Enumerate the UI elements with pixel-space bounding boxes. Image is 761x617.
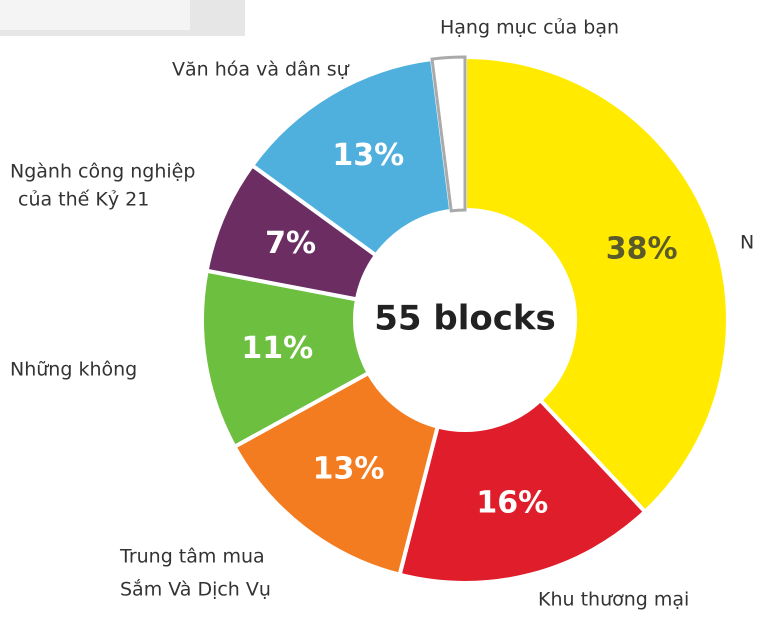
category-label: Sắm Và Dịch Vụ — [120, 578, 271, 601]
category-label: N — [740, 232, 754, 254]
value-label: 13% — [332, 138, 404, 173]
value-label: 16% — [476, 486, 548, 521]
category-label: Hạng mục của bạn — [440, 17, 619, 39]
center-label: 55 blocks — [374, 299, 556, 339]
donut-slice — [249, 56, 454, 259]
value-label: 7% — [265, 226, 316, 261]
donut-slice — [231, 370, 441, 578]
value-label: 11% — [241, 331, 313, 366]
category-label: Trung tâm mua — [119, 546, 265, 568]
donut-slice — [430, 55, 467, 213]
value-label: 13% — [313, 452, 385, 487]
category-label: Văn hóa và dân sự — [172, 59, 350, 81]
donut-hole — [357, 212, 573, 428]
category-label: Ngành công nghiệp — [10, 161, 195, 183]
category-label: của thế Kỷ 21 — [18, 189, 149, 211]
value-label: 38% — [606, 232, 678, 267]
category-label: Khu thương mại — [538, 589, 689, 611]
donut-slice — [397, 397, 648, 585]
donut-slice — [463, 54, 730, 515]
category-label: Những không — [10, 359, 137, 381]
donut-slice — [200, 268, 372, 450]
photo-fragment — [0, 0, 190, 30]
